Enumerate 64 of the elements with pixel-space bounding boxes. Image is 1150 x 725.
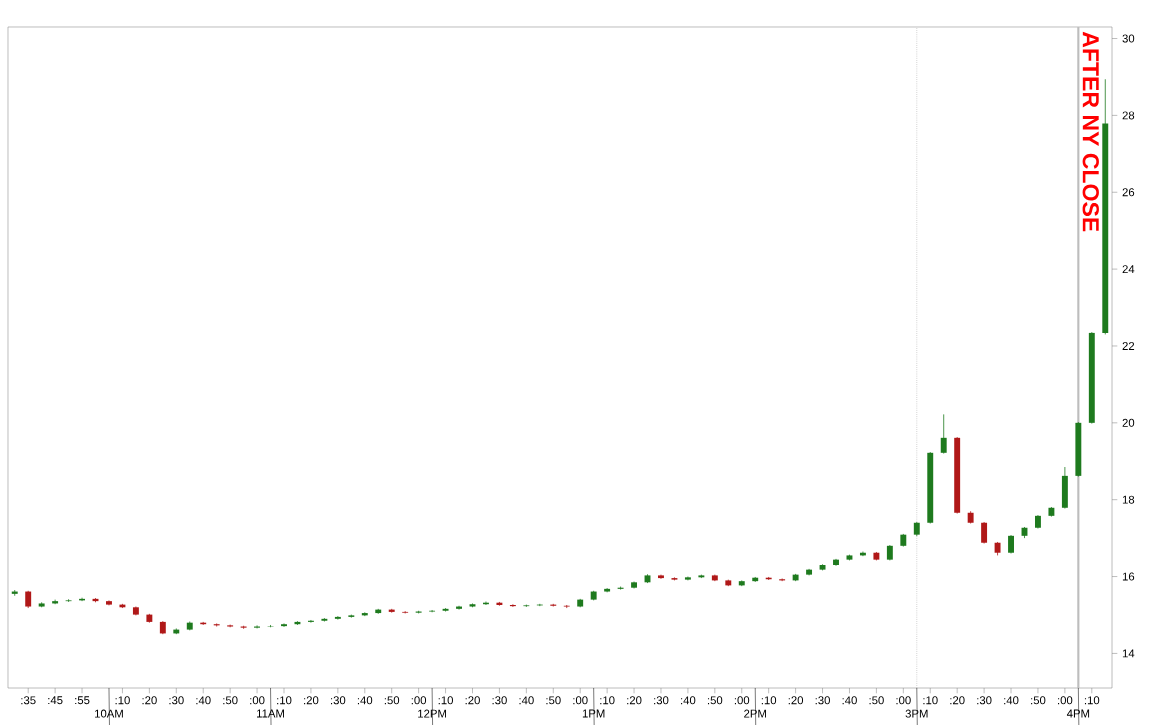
x-tick-label: :50	[223, 696, 238, 705]
candlestick	[65, 598, 72, 603]
x-tick-label: :20	[627, 696, 642, 705]
x-tick-label: :40	[519, 696, 534, 705]
x-tick-label: :40	[1004, 696, 1019, 705]
y-tick-label: 30	[1122, 34, 1135, 43]
x-tick-label: :00	[250, 696, 265, 705]
candlestick	[281, 623, 287, 628]
x-tick-label: :55	[75, 696, 90, 705]
x-tick-label: 1PM	[582, 709, 605, 718]
x-tick-label: :30	[331, 696, 346, 705]
x-tick-label: :30	[815, 696, 830, 705]
x-tick-label: :30	[492, 696, 507, 705]
y-tick-label: 18	[1122, 495, 1135, 504]
x-tick-label: :30	[977, 696, 992, 705]
x-tick-label: :00	[734, 696, 750, 705]
candlestick	[429, 609, 436, 613]
x-tick-label: :10	[600, 696, 615, 705]
y-tick-label: 26	[1122, 188, 1135, 197]
x-tick-label: :40	[196, 696, 211, 705]
x-tick-label: :40	[357, 696, 373, 705]
y-tick-label: 14	[1122, 649, 1135, 658]
x-tick-label: :10	[923, 696, 938, 705]
x-tick-label: :00	[896, 696, 911, 705]
x-tick-label: :00	[1058, 696, 1073, 705]
x-tick-label: :10	[761, 696, 777, 705]
x-tick-label: 4PM	[1066, 709, 1090, 718]
x-tick-label: :50	[1031, 696, 1046, 705]
x-tick-label: :40	[681, 696, 696, 705]
candlestick	[334, 615, 341, 620]
candlestick	[563, 604, 570, 609]
candlestick	[940, 413, 947, 454]
x-tick-label: :10	[115, 696, 130, 705]
x-tick-label: 10AM	[95, 709, 123, 718]
ref-line-label: AFTER NY CLOSE	[1082, 31, 1099, 232]
x-tick-label: :20	[788, 696, 804, 705]
y-tick-label: 28	[1122, 111, 1135, 120]
y-tick-label: 20	[1122, 418, 1135, 427]
x-tick-label: :50	[546, 696, 561, 705]
x-tick-label: 3PM	[905, 709, 928, 718]
x-tick-label: :00	[411, 696, 427, 705]
x-tick-label: :20	[304, 696, 319, 705]
x-tick-label: 12PM	[418, 709, 446, 718]
x-tick-label: 11AM	[257, 709, 284, 718]
y-tick-label: 24	[1122, 265, 1135, 274]
y-tick-label: 22	[1122, 342, 1135, 350]
x-tick-label: :20	[142, 696, 157, 705]
x-tick-label: :10	[277, 696, 292, 705]
x-tick-label: :40	[842, 696, 857, 705]
x-tick-label: :30	[654, 696, 669, 705]
x-tick-label: :20	[465, 696, 480, 705]
x-tick-label: :50	[707, 696, 723, 705]
x-tick-label: 2PM	[744, 709, 766, 718]
x-tick-label: :30	[169, 696, 184, 705]
x-tick-label: :10	[438, 696, 453, 705]
x-tick-label: :50	[869, 696, 884, 705]
candlestick	[981, 521, 988, 544]
x-tick-label: :10	[1084, 696, 1100, 705]
x-tick-label: :00	[573, 696, 588, 705]
x-tick-label: :45	[48, 696, 63, 705]
x-tick-label: :20	[950, 696, 965, 705]
x-tick-label: :50	[384, 696, 400, 705]
y-tick-label: 16	[1122, 572, 1135, 581]
x-tick-label: :35	[21, 696, 36, 705]
